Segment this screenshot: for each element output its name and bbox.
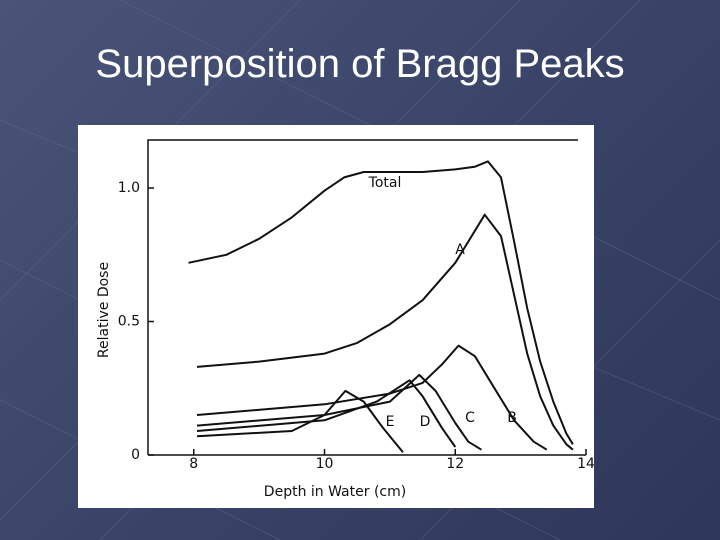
chart-background (78, 125, 594, 508)
y-tick-label: 1.0 (118, 180, 140, 196)
curve (196, 379, 457, 448)
x-tick-label: 8 (189, 456, 198, 472)
x-tick-label: 10 (316, 456, 334, 472)
x-tick-label: 12 (446, 456, 464, 472)
x-tick-label: 14 (577, 456, 595, 472)
slide-title: Superposition of Bragg Peaks (95, 42, 625, 86)
y-tick-label: 0 (131, 447, 140, 463)
curve-label: B (507, 410, 517, 426)
curve-label: C (465, 410, 475, 426)
curve-label: A (455, 242, 465, 258)
curve (196, 389, 404, 453)
curve (196, 213, 574, 451)
y-axis-label: Relative Dose (96, 262, 112, 358)
axis-frame (147, 139, 586, 456)
curve-label: Total (368, 175, 402, 191)
curve (196, 373, 482, 451)
x-axis-label: Depth in Water (cm) (264, 484, 406, 500)
curve (188, 160, 574, 445)
curve-label: D (420, 414, 431, 430)
curve (196, 344, 548, 451)
y-tick-label: 0.5 (118, 314, 140, 330)
curve-label: E (386, 414, 395, 430)
